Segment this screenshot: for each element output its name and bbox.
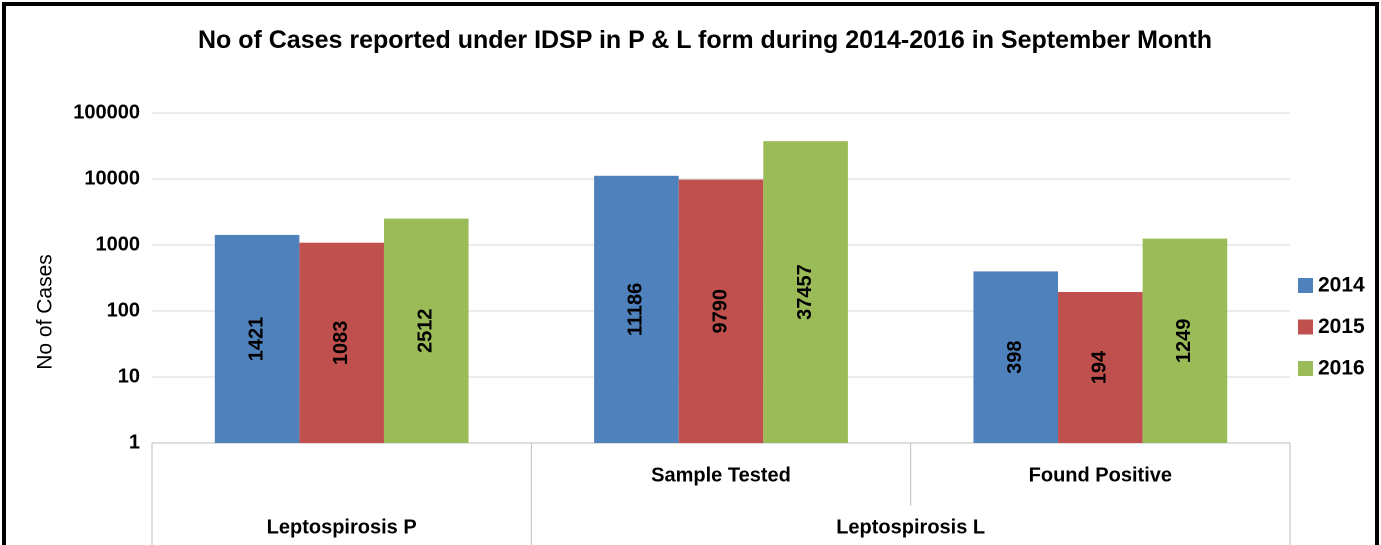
group-label: Leptospirosis L	[836, 516, 985, 538]
chart-title: No of Cases reported under IDSP in P & L…	[197, 26, 1213, 54]
data-label: 1421	[245, 317, 267, 362]
bar	[678, 179, 764, 443]
x-tick-label: Sample Tested	[651, 464, 791, 486]
legend-label: 2014	[1318, 274, 1365, 297]
legend-label: 2015	[1318, 315, 1365, 338]
y-tick-label: 100	[107, 299, 140, 321]
data-label: 37457	[794, 264, 816, 320]
bar	[973, 271, 1059, 443]
bar	[594, 175, 679, 443]
group-label: Leptospirosis P	[267, 516, 417, 538]
bar	[214, 234, 300, 443]
bar	[1142, 238, 1228, 443]
legend-label: 2016	[1318, 357, 1365, 380]
y-tick-label: 10	[118, 365, 140, 387]
y-tick-label: 1	[129, 431, 140, 453]
bar	[383, 218, 469, 443]
bar	[1058, 292, 1143, 443]
x-tick-label: Found Positive	[1029, 464, 1172, 486]
y-axis-label: No of Cases	[34, 254, 57, 370]
bar	[763, 141, 848, 443]
y-tick-label: 10000	[84, 167, 140, 189]
data-label: 398	[1004, 341, 1026, 374]
y-tick-label: 1000	[96, 233, 141, 255]
data-label: 9790	[709, 289, 731, 334]
data-label: 1083	[330, 321, 352, 366]
legend-swatch	[1298, 319, 1313, 335]
data-label: 194	[1089, 350, 1111, 384]
data-label: 2512	[415, 309, 437, 354]
legend-swatch	[1298, 361, 1313, 376]
data-label: 11186	[625, 283, 647, 336]
bar	[299, 242, 384, 443]
data-label: 1249	[1173, 319, 1195, 364]
y-tick-label: 100000	[73, 101, 140, 123]
legend-swatch	[1298, 278, 1313, 293]
